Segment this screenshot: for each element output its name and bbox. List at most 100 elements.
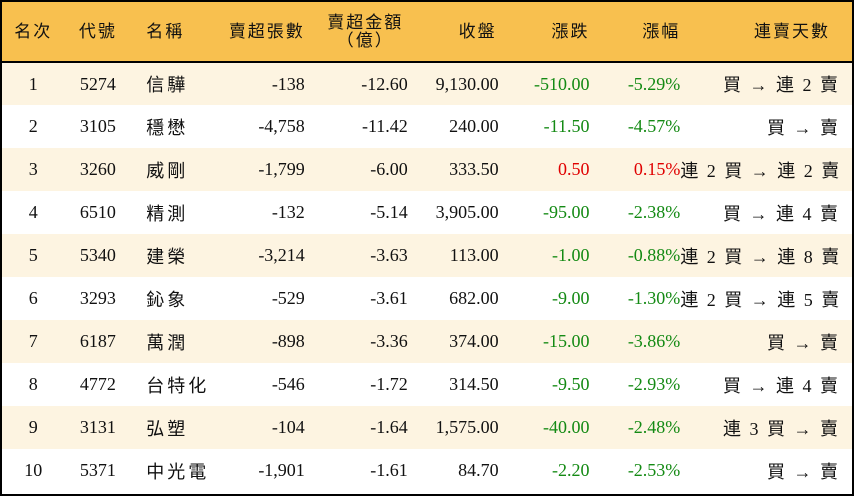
table-row: 2 3105 穩懋 -4,758 -11.42 240.00 -11.50 -4…: [2, 105, 852, 148]
sell-amount-cell: -3.61: [370, 288, 408, 308]
change-cell: -1.00: [551, 245, 590, 265]
table-row: 6 3293 鈊象 -529 -3.61 682.00 -9.00 -1.30%…: [2, 277, 852, 320]
change-cell: -11.50: [543, 116, 590, 136]
sell-shares-cell: -1,901: [258, 460, 305, 480]
change-pct-cell: -1.30%: [627, 288, 681, 308]
sell-amount-cell: -6.00: [370, 159, 408, 179]
sell-shares-cell: -104: [271, 417, 305, 437]
name-cell: 信驊: [146, 75, 189, 95]
sell-shares-cell: -4,758: [258, 116, 305, 136]
change-pct-cell: -2.48%: [627, 417, 681, 437]
sell-shares-cell: -138: [271, 73, 305, 94]
rank-cell: 4: [28, 202, 38, 222]
header-change-pct: 漲幅: [642, 21, 681, 41]
table-row: 9 3131 弘塑 -104 -1.64 1,575.00 -40.00 -2.…: [2, 406, 852, 449]
change-pct-cell: -2.53%: [627, 460, 681, 480]
sell-amount-cell: -12.60: [361, 73, 408, 94]
change-pct-cell: -3.86%: [627, 331, 681, 351]
header-rank: 名次: [14, 21, 53, 41]
table-row: 4 6510 精測 -132 -5.14 3,905.00 -95.00 -2.…: [2, 191, 852, 234]
table-header-row: 名次 代號 名稱 賣超張數 賣超金額 （億） 收盤 漲跌 漲幅 連賣天數: [2, 2, 852, 62]
close-cell: 84.70: [458, 460, 499, 480]
rank-cell: 10: [24, 460, 43, 480]
close-cell: 314.50: [449, 374, 499, 394]
change-cell: 0.50: [557, 159, 590, 179]
sell-amount-cell: -3.63: [370, 245, 408, 265]
code-cell: 6510: [79, 202, 116, 222]
change-pct-cell: 0.15%: [633, 159, 681, 179]
name-cell: 台特化: [146, 375, 210, 396]
close-cell: 9,130.00: [435, 73, 499, 94]
header-close: 收盤: [458, 21, 497, 41]
close-cell: 113.00: [449, 245, 499, 265]
header-streak: 連賣天數: [754, 21, 830, 41]
change-cell: -9.00: [551, 288, 590, 308]
change-cell: -15.00: [542, 331, 590, 351]
streak-cell: 買 → 賣: [767, 461, 840, 482]
streak-cell: 連 2 買 → 連 8 賣: [680, 246, 842, 267]
code-cell: 3260: [79, 159, 116, 179]
name-cell: 精測: [146, 203, 189, 224]
table-row: 8 4772 台特化 -546 -1.72 314.50 -9.50 -2.93…: [2, 363, 852, 406]
header-sell-amount-line1: 賣超金額: [327, 12, 404, 32]
sell-shares-cell: -132: [271, 202, 305, 222]
code-cell: 6187: [79, 331, 116, 351]
code-cell: 3105: [79, 116, 116, 136]
rank-cell: 5: [28, 245, 38, 265]
name-cell: 中光電: [146, 461, 210, 482]
change-pct-cell: -2.38%: [627, 202, 681, 222]
streak-cell: 買 → 連 4 賣: [723, 203, 840, 224]
streak-cell: 連 3 買 → 賣: [723, 418, 840, 439]
code-cell: 3131: [79, 417, 116, 437]
change-cell: -9.50: [551, 374, 590, 394]
rank-cell: 3: [28, 159, 38, 179]
streak-cell: 買 → 連 2 賣: [723, 75, 840, 95]
sell-shares-cell: -1,799: [258, 159, 305, 179]
rank-cell: 2: [28, 116, 38, 136]
sell-amount-cell: -11.42: [361, 116, 408, 136]
close-cell: 374.00: [449, 331, 499, 351]
change-pct-cell: -2.93%: [627, 374, 681, 394]
table-row: 3 3260 威剛 -1,799 -6.00 333.50 0.50 0.15%…: [2, 148, 852, 191]
close-cell: 3,905.00: [435, 202, 499, 222]
sell-shares-cell: -898: [271, 331, 305, 351]
header-sell-shares: 賣超張數: [228, 21, 305, 41]
change-pct-cell: -5.29%: [627, 73, 681, 94]
sell-shares-cell: -546: [271, 374, 305, 394]
table-row: 10 5371 中光電 -1,901 -1.61 84.70 -2.20 -2.…: [2, 449, 852, 492]
table-row: 5 5340 建榮 -3,214 -3.63 113.00 -1.00 -0.8…: [2, 234, 852, 277]
name-cell: 穩懋: [146, 117, 189, 138]
sell-amount-cell: -1.72: [370, 374, 408, 394]
header-sell-amount-line2: （億）: [336, 30, 394, 50]
change-cell: -510.00: [533, 73, 590, 94]
name-cell: 弘塑: [146, 418, 189, 439]
streak-cell: 買 → 連 4 賣: [723, 375, 840, 396]
change-cell: -95.00: [542, 202, 590, 222]
close-cell: 1,575.00: [435, 417, 499, 437]
table-row: 1 5274 信驊 -138 -12.60 9,130.00 -510.00 -…: [2, 62, 852, 105]
name-cell: 萬潤: [146, 332, 189, 353]
name-cell: 建榮: [146, 246, 189, 267]
change-cell: -40.00: [542, 417, 590, 437]
name-cell: 威剛: [146, 160, 189, 181]
header-change: 漲跌: [551, 21, 590, 41]
sell-amount-cell: -1.61: [370, 460, 408, 480]
close-cell: 333.50: [449, 159, 499, 179]
sell-amount-cell: -3.36: [370, 331, 408, 351]
rank-cell: 1: [28, 73, 38, 94]
header-name: 名稱: [146, 21, 185, 41]
header-code: 代號: [78, 21, 117, 41]
sell-shares-cell: -3,214: [258, 245, 305, 265]
close-cell: 240.00: [449, 116, 499, 136]
change-pct-cell: -0.88%: [627, 245, 681, 265]
table-row: 7 6187 萬潤 -898 -3.36 374.00 -15.00 -3.86…: [2, 320, 852, 363]
code-cell: 5340: [79, 245, 116, 265]
sell-amount-cell: -5.14: [370, 202, 408, 222]
rank-cell: 7: [28, 331, 38, 351]
streak-cell: 連 2 買 → 連 5 賣: [680, 289, 842, 310]
code-cell: 5274: [79, 73, 116, 94]
sell-amount-cell: -1.64: [370, 417, 408, 437]
name-cell: 鈊象: [146, 289, 189, 310]
